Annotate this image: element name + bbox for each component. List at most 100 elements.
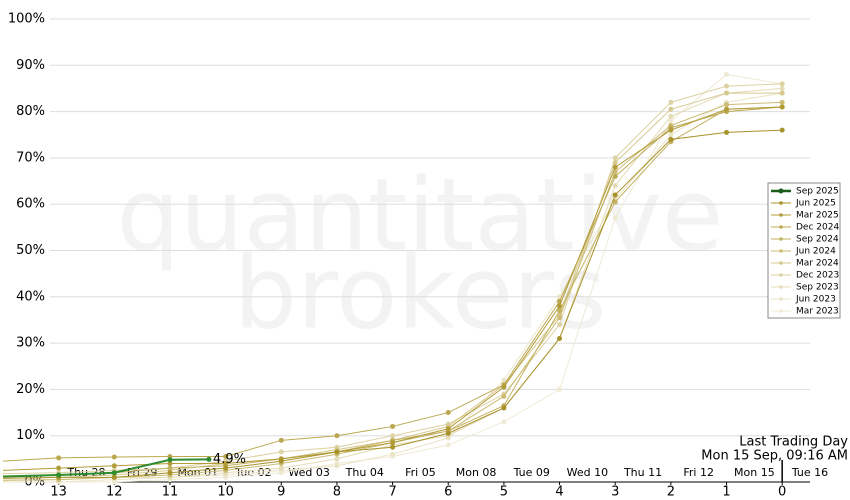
x-tick-label: 13 bbox=[50, 485, 67, 500]
series-point bbox=[779, 90, 785, 96]
x-tick-label: 3 bbox=[611, 485, 619, 500]
legend-label: Dec 2023 bbox=[796, 271, 839, 281]
series-point bbox=[668, 113, 674, 119]
series-point bbox=[56, 472, 62, 478]
series-point bbox=[167, 460, 173, 466]
date-tick-label: Thu 04 bbox=[345, 466, 384, 479]
y-tick-label: 30% bbox=[16, 336, 45, 351]
legend-label: Sep 2025 bbox=[796, 187, 839, 197]
series-point bbox=[278, 437, 284, 443]
x-tick-label: 12 bbox=[106, 485, 123, 500]
series-point bbox=[724, 106, 730, 112]
legend-dot bbox=[779, 237, 783, 241]
series-point bbox=[668, 136, 674, 142]
series-point bbox=[724, 90, 730, 96]
series-point bbox=[557, 335, 563, 341]
series-point bbox=[612, 183, 618, 189]
series-point bbox=[206, 456, 212, 462]
date-tick-label: Tue 09 bbox=[513, 466, 550, 479]
date-tick-label: Thu 11 bbox=[623, 466, 662, 479]
series-point bbox=[724, 83, 730, 89]
legend-label: Sep 2023 bbox=[796, 283, 839, 293]
x-tick-label: 11 bbox=[162, 485, 179, 500]
x-tick-label: 4 bbox=[555, 485, 563, 500]
y-tick-label: 50% bbox=[16, 243, 45, 258]
x-tick-label: 7 bbox=[388, 485, 396, 500]
y-tick-label: 70% bbox=[16, 150, 45, 165]
series-point bbox=[334, 463, 340, 469]
series-point bbox=[278, 449, 284, 455]
x-tick-label: 0 bbox=[778, 485, 786, 500]
legend-label: Sep 2024 bbox=[796, 235, 839, 245]
series-point bbox=[390, 423, 396, 429]
series-point bbox=[334, 433, 340, 439]
series-point bbox=[612, 164, 618, 170]
series-point bbox=[557, 303, 563, 309]
legend-dot bbox=[779, 309, 783, 313]
legend-label: Jun 2023 bbox=[795, 295, 836, 305]
y-tick-label: 10% bbox=[16, 428, 45, 443]
legend-label: Jun 2025 bbox=[795, 199, 836, 209]
y-tick-label: 100% bbox=[8, 12, 45, 27]
series-point bbox=[612, 215, 618, 221]
annotation-text: Mon 15 Sep, 09:16 AM bbox=[701, 449, 848, 464]
legend-dot bbox=[779, 261, 783, 265]
legend-dot bbox=[779, 201, 783, 205]
series-point bbox=[390, 440, 396, 446]
watermark: brokers bbox=[234, 234, 607, 351]
series-point bbox=[334, 449, 340, 455]
date-tick-label: Tue 16 bbox=[791, 466, 828, 479]
watermark: quantitative bbox=[117, 156, 724, 273]
date-tick-label: Wed 10 bbox=[567, 466, 608, 479]
legend-dot bbox=[779, 285, 783, 289]
legend-dot bbox=[778, 188, 784, 194]
y-tick-label: 60% bbox=[16, 197, 45, 212]
x-tick-label: 9 bbox=[277, 485, 285, 500]
series-point bbox=[779, 104, 785, 110]
x-tick-label: 5 bbox=[500, 485, 508, 500]
legend-dot bbox=[779, 249, 783, 253]
series-point bbox=[779, 99, 785, 105]
series-point bbox=[56, 455, 62, 461]
series-point bbox=[779, 81, 785, 87]
y-tick-label: 20% bbox=[16, 382, 45, 397]
date-tick-label: Fri 12 bbox=[683, 466, 714, 479]
x-tick-label: 2 bbox=[667, 485, 675, 500]
series-point bbox=[724, 129, 730, 135]
legend-label: Dec 2024 bbox=[796, 223, 839, 233]
series-point bbox=[111, 474, 117, 480]
series-point bbox=[445, 426, 451, 432]
series-point bbox=[668, 106, 674, 112]
point-annotation: 4.9% bbox=[213, 452, 246, 467]
series-point bbox=[501, 419, 507, 425]
legend-label: Mar 2024 bbox=[796, 259, 839, 269]
series-point bbox=[445, 410, 451, 416]
series-point bbox=[612, 155, 618, 161]
series-point bbox=[223, 465, 229, 471]
legend-label: Jun 2024 bbox=[795, 247, 836, 257]
series-point bbox=[501, 377, 507, 383]
series-point bbox=[501, 393, 507, 399]
series-point bbox=[779, 127, 785, 133]
series-point bbox=[501, 384, 507, 390]
legend-dot bbox=[779, 273, 783, 277]
series-point bbox=[390, 444, 396, 450]
series-point bbox=[445, 442, 451, 448]
series-point bbox=[724, 102, 730, 108]
series-point bbox=[167, 470, 173, 476]
series-point bbox=[390, 433, 396, 439]
y-tick-label: 90% bbox=[16, 58, 45, 73]
series-point bbox=[111, 463, 117, 469]
series-point bbox=[557, 322, 563, 328]
series-point bbox=[668, 127, 674, 133]
series-point bbox=[278, 458, 284, 464]
series-point bbox=[668, 132, 674, 138]
x-tick-label: 8 bbox=[333, 485, 341, 500]
series-point bbox=[557, 315, 563, 321]
date-tick-label: Mon 08 bbox=[456, 466, 497, 479]
annotation-text: Last Trading Day bbox=[739, 435, 848, 450]
y-tick-label: 80% bbox=[16, 104, 45, 119]
series-point bbox=[501, 405, 507, 411]
series-point bbox=[223, 460, 229, 466]
series-point bbox=[223, 454, 229, 460]
